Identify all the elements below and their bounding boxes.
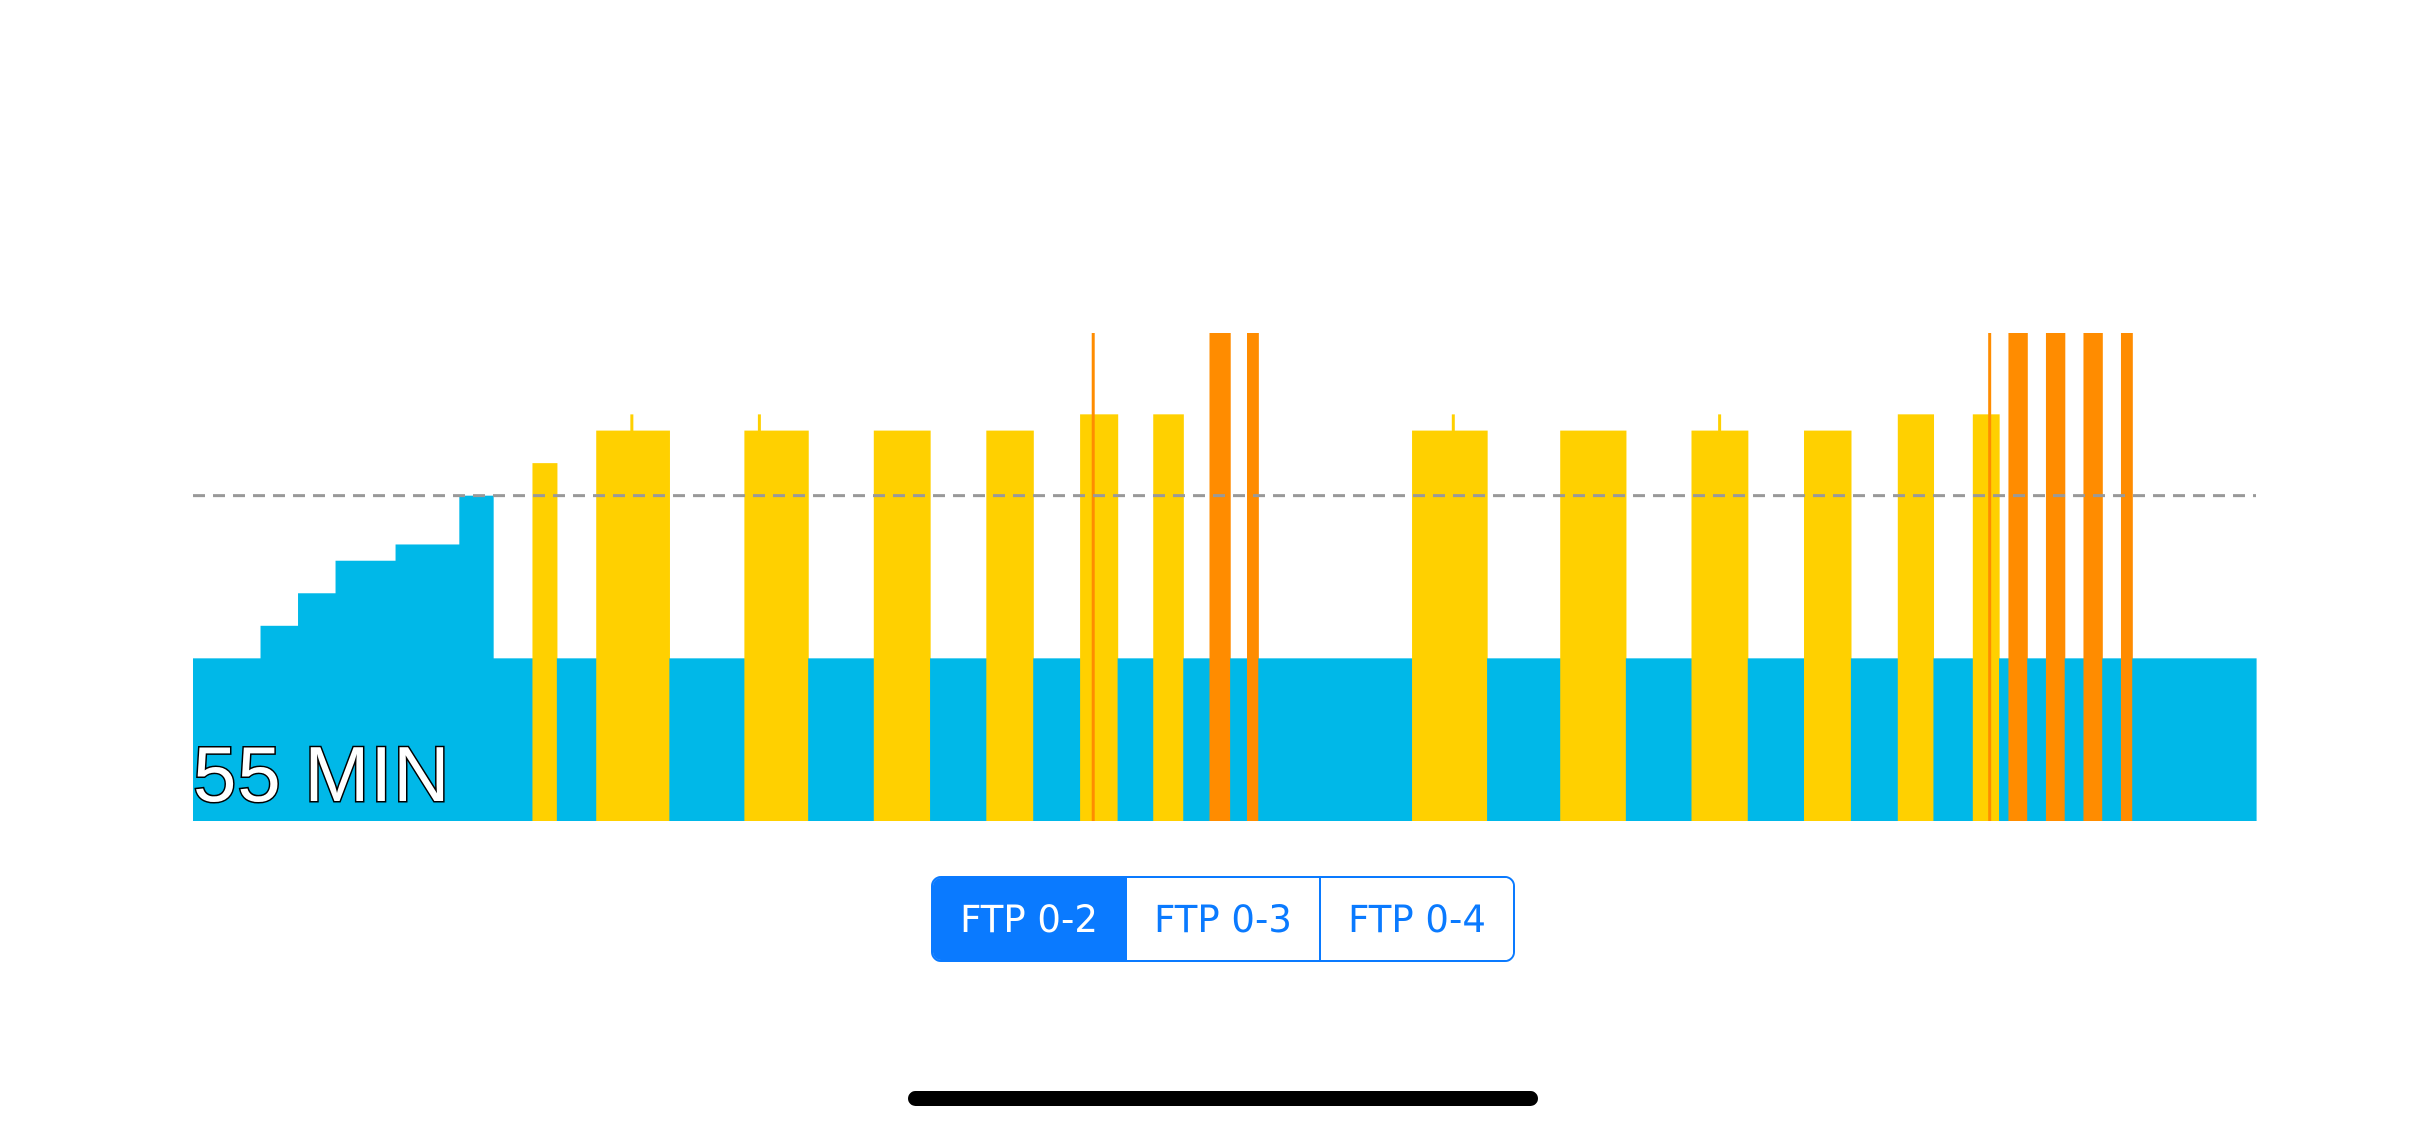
interval-bar-threshold <box>1153 414 1184 821</box>
interval-bar-recovery <box>2064 658 2085 821</box>
interval-bar-recovery <box>1999 658 2010 821</box>
interval-bar-recovery <box>669 658 745 821</box>
interval-bar-recovery <box>2132 658 2257 821</box>
interval-bar-recovery <box>1183 658 1211 821</box>
interval-bar-recovery <box>1230 658 1248 821</box>
interval-bar-threshold <box>873 430 931 821</box>
interval-bar-threshold <box>1080 414 1119 821</box>
interval-bar-recovery <box>1117 658 1154 821</box>
interval-bar-recovery <box>1487 658 1561 821</box>
interval-bar-threshold <box>1972 414 2000 821</box>
interval-bar-recovery <box>1747 658 1805 821</box>
ftp-option-0-2[interactable]: FTP 0-2 <box>933 878 1125 960</box>
interval-bar-recovery <box>1850 658 1899 821</box>
interval-bar-recovery <box>459 495 494 821</box>
interval-bar-recovery <box>395 544 460 821</box>
interval-bar-recovery <box>1258 658 1413 821</box>
interval-bar-recovery <box>930 658 987 821</box>
ftp-option-0-3[interactable]: FTP 0-3 <box>1125 878 1319 960</box>
interval-bar-vo2 <box>2045 333 2066 821</box>
interval-bar-recovery <box>1625 658 1693 821</box>
interval-bar-threshold <box>1804 430 1852 821</box>
interval-bar-recovery <box>2102 658 2122 821</box>
interval-bar-threshold <box>1897 414 1935 821</box>
interval-bar-threshold <box>986 430 1034 821</box>
interval-bar-vo2 <box>2008 333 2028 821</box>
interval-bar-vo2 <box>1247 333 1259 821</box>
interval-bar-recovery <box>193 658 262 821</box>
interval-bar-recovery <box>2027 658 2047 821</box>
interval-bar-vo2 <box>2083 333 2103 821</box>
interval-bar-vo2 <box>1209 333 1231 821</box>
interval-bar-recovery <box>1933 658 1974 821</box>
interval-bar-recovery <box>493 658 534 821</box>
interval-bar-recovery <box>260 625 299 821</box>
interval-bar-recovery <box>335 560 397 821</box>
interval-markers <box>630 333 1992 821</box>
interval-bar-recovery <box>808 658 875 821</box>
interval-bar-vo2 <box>2120 333 2133 821</box>
ftp-segmented-control[interactable]: FTP 0-2 FTP 0-3 FTP 0-4 <box>931 876 1515 962</box>
interval-bar-threshold <box>1412 430 1488 821</box>
interval-bar-threshold <box>744 430 809 821</box>
interval-bar-threshold <box>532 463 558 821</box>
interval-bars <box>193 333 2257 821</box>
home-indicator[interactable] <box>908 1091 1538 1106</box>
workout-duration-label: 55 MIN <box>191 730 451 818</box>
interval-bar-recovery <box>298 593 337 821</box>
interval-bar-threshold <box>1560 430 1627 821</box>
interval-bar-recovery <box>556 658 597 821</box>
ftp-option-0-4[interactable]: FTP 0-4 <box>1319 878 1513 960</box>
interval-bar-recovery <box>1033 658 1081 821</box>
